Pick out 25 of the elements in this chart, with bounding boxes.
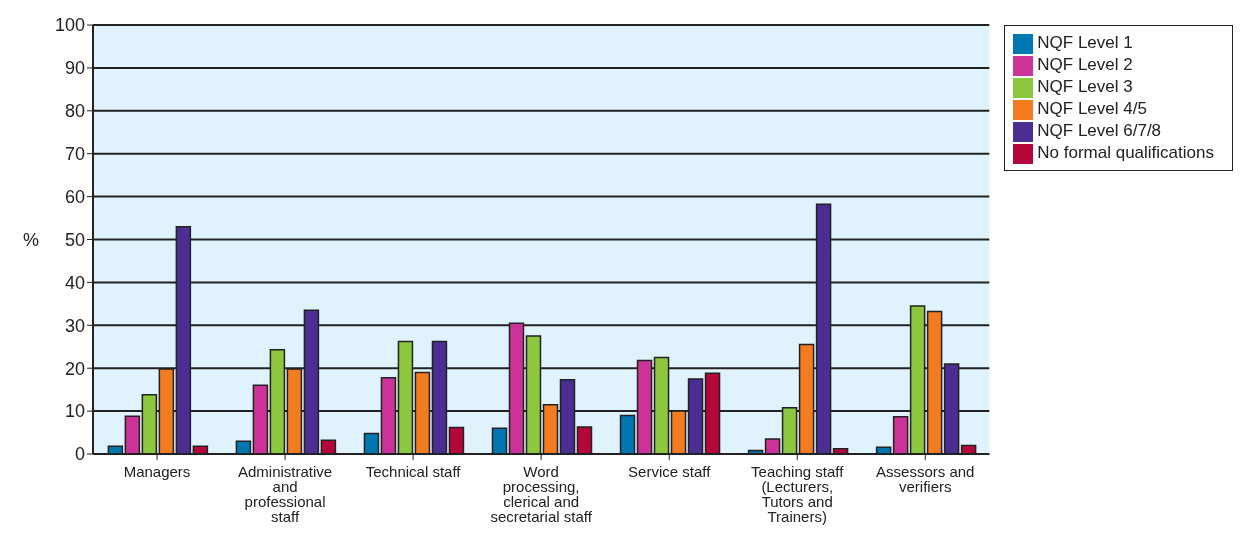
x-tick-label: Managers: [123, 462, 191, 480]
legend-label: NQF Level 3: [1037, 77, 1133, 96]
y-tick-label: 0: [74, 444, 85, 465]
x-tick-label: Assessors and verifiers: [876, 462, 975, 495]
x-tick-label: Service staff: [628, 462, 712, 480]
x-tick-label: Administrative and professional staff: [237, 462, 333, 525]
y-tick-label: 20: [64, 358, 85, 379]
y-axis-title: %: [23, 229, 40, 250]
y-tick-label: 80: [64, 101, 85, 122]
y-tick-label: 50: [64, 229, 85, 250]
y-tick-label: 70: [64, 144, 85, 165]
y-tick-label: 100: [54, 15, 85, 36]
y-tick-label: 10: [64, 401, 85, 422]
x-tick-label: Technical staff: [365, 462, 462, 480]
legend-label: NQF Level 2: [1037, 55, 1133, 74]
y-tick-label: 60: [64, 186, 85, 207]
x-tick-label: Teaching staff (Lecturers, Tutors and Trainers): [751, 462, 845, 525]
y-tick-label: 30: [64, 315, 85, 336]
legend-label: NQF Level 4/5: [1037, 99, 1147, 118]
x-tick-label: Word processing, clerical and secretarial staff: [490, 462, 593, 525]
legend-label: NQF Level 1: [1037, 33, 1133, 52]
y-tick-label: 90: [64, 58, 85, 79]
legend-label: No formal qualifications: [1037, 143, 1214, 162]
legend-label: NQF Level 6/7/8: [1037, 121, 1162, 140]
y-tick-label: 40: [64, 272, 85, 293]
